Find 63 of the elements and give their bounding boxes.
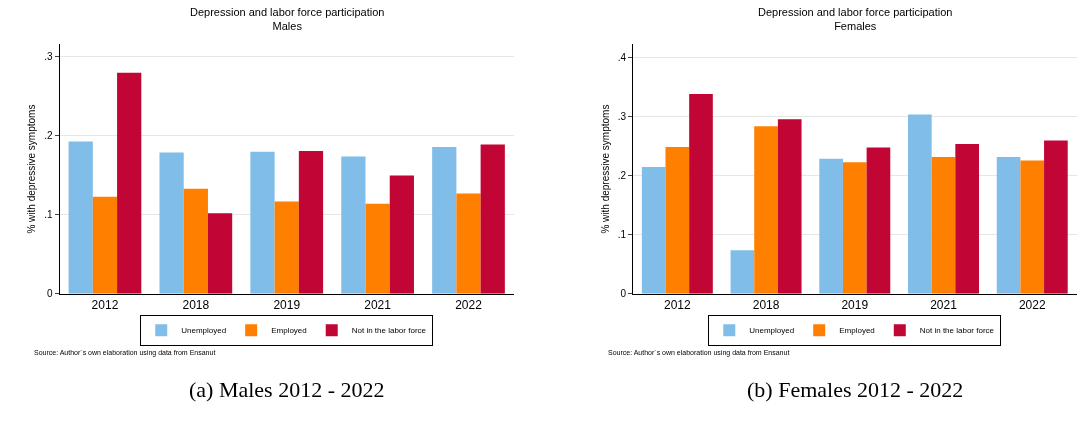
y-tick-label: .2 [617, 170, 627, 182]
bar [341, 156, 366, 294]
y-axis-title: % with depressive symptoms [26, 104, 38, 234]
bar [641, 167, 666, 294]
bar [1020, 160, 1045, 294]
bar [250, 151, 275, 294]
y-tick-label: .3 [617, 111, 627, 123]
bar [955, 144, 979, 294]
chart-title: Depression and labor force participation [758, 6, 953, 18]
bar [777, 119, 802, 294]
y-tick-label: 0 [46, 288, 53, 300]
bar [456, 193, 481, 294]
x-tick-label: 2022 [455, 298, 483, 313]
x-tick-label: 2019 [273, 298, 301, 313]
bar [68, 141, 93, 294]
legend-label: Employed [839, 326, 875, 336]
bar [819, 158, 843, 294]
bar [117, 72, 142, 294]
legend-label: Employed [271, 326, 307, 336]
x-tick-label: 2012 [91, 298, 119, 313]
bar [365, 203, 390, 294]
legend-label: Not in the labor force [351, 326, 427, 336]
chart-subtitle: Males [272, 20, 303, 33]
bar [298, 150, 324, 294]
bar [432, 146, 457, 294]
legend-label: Not in the labor force [919, 326, 995, 336]
x-tick-label: 2012 [663, 298, 691, 313]
bar [1044, 140, 1068, 294]
bar [159, 152, 184, 294]
x-tick-label: 2019 [841, 298, 869, 313]
text: (b) Females 2012 - 2022 [747, 377, 964, 402]
bar [689, 93, 713, 294]
bar [730, 250, 755, 294]
x-tick-label: 2021 [364, 298, 392, 313]
x-tick-label: 2022 [1018, 298, 1046, 313]
bar [389, 175, 414, 294]
bar [207, 213, 233, 294]
bar [274, 201, 299, 294]
y-axis-title: % with depressive symptoms [599, 104, 611, 234]
bar [842, 162, 867, 294]
y-tick-label: .2 [44, 130, 53, 142]
bar [931, 157, 956, 294]
legend-label: Unemployed [181, 326, 227, 336]
y-tick-label: .4 [617, 52, 627, 64]
bar [908, 114, 932, 294]
bar [183, 188, 208, 294]
bar [996, 157, 1021, 294]
x-tick-label: 2021 [930, 298, 958, 313]
chart-title: Depression and labor force participation [190, 6, 385, 18]
y-tick-label: 0 [620, 288, 627, 300]
y-tick-label: .3 [44, 51, 53, 63]
bar [665, 146, 690, 294]
chart-subtitle: Females [834, 20, 877, 33]
x-tick-label: 2018 [752, 298, 780, 313]
legend-label: Unemployed [749, 326, 795, 336]
x-tick-label: 2018 [182, 298, 210, 313]
bar [754, 126, 778, 294]
bar [480, 144, 505, 294]
bar [92, 196, 118, 294]
y-tick-label: .1 [44, 209, 53, 221]
y-tick-label: .1 [617, 229, 627, 241]
bar [866, 147, 891, 294]
text: (a) Males 2012 - 2022 [189, 377, 385, 402]
